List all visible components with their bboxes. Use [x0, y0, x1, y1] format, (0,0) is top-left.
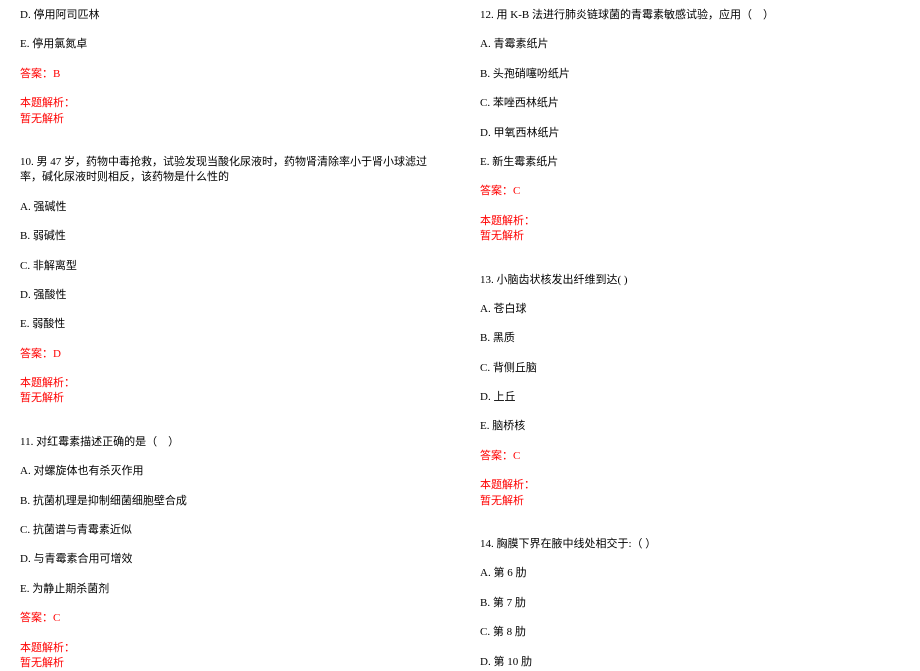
- q11-analysis: 本题解析： 暂无解析: [20, 641, 440, 671]
- q12-answer: 答案：C: [480, 184, 900, 199]
- q11-option-c: C. 抗菌谱与青霉素近似: [20, 523, 440, 538]
- spacer: [480, 259, 900, 273]
- q10-stem: 10. 男 47 岁，药物中毒抢救，试验发现当酸化尿液时，药物肾清除率小于肾小球…: [20, 155, 440, 186]
- q13-option-a: A. 苍白球: [480, 302, 900, 317]
- q11-option-e: E. 为静止期杀菌剂: [20, 582, 440, 597]
- analysis-title: 本题解析：: [20, 376, 440, 391]
- answer-value: C: [513, 450, 520, 462]
- q12-option-d: D. 甲氧西林纸片: [480, 126, 900, 141]
- q11-option-a: A. 对螺旋体也有杀灭作用: [20, 464, 440, 479]
- spacer: [20, 421, 440, 435]
- analysis-body: 暂无解析: [480, 494, 900, 509]
- q13-option-c: C. 背侧丘脑: [480, 361, 900, 376]
- q11-option-d: D. 与青霉素合用可增效: [20, 552, 440, 567]
- q14-option-b: B. 第 7 肋: [480, 596, 900, 611]
- q14-option-d: D. 第 10 肋: [480, 655, 900, 670]
- q12-option-c: C. 苯唑西林纸片: [480, 96, 900, 111]
- q10-option-a: A. 强碱性: [20, 200, 440, 215]
- analysis-body: 暂无解析: [20, 112, 440, 127]
- q14-option-c: C. 第 8 肋: [480, 625, 900, 640]
- q13-option-b: B. 黑质: [480, 331, 900, 346]
- exam-page: D. 停用阿司匹林 E. 停用氯氮卓 答案：B 本题解析： 暂无解析 10. 男…: [0, 0, 920, 651]
- q13-option-d: D. 上丘: [480, 390, 900, 405]
- q11-answer: 答案：C: [20, 611, 440, 626]
- left-column: D. 停用阿司匹林 E. 停用氯氮卓 答案：B 本题解析： 暂无解析 10. 男…: [0, 0, 460, 651]
- q9-option-d: D. 停用阿司匹林: [20, 8, 440, 23]
- q11-option-b: B. 抗菌机理是抑制细菌细胞壁合成: [20, 494, 440, 509]
- q14-option-a: A. 第 6 肋: [480, 566, 900, 581]
- q10-answer: 答案：D: [20, 347, 440, 362]
- q12-analysis: 本题解析： 暂无解析: [480, 214, 900, 245]
- answer-value: C: [513, 185, 520, 197]
- spacer: [20, 141, 440, 155]
- answer-value: C: [53, 612, 60, 624]
- spacer: [480, 523, 900, 537]
- answer-label: 答案：: [20, 612, 53, 624]
- q14-stem: 14. 胸膜下界在腋中线处相交于:（ ）: [480, 537, 900, 552]
- q11-stem: 11. 对红霉素描述正确的是（ ）: [20, 435, 440, 450]
- answer-label: 答案：: [480, 450, 513, 462]
- answer-value: B: [53, 68, 60, 80]
- analysis-body: 暂无解析: [20, 391, 440, 406]
- analysis-title: 本题解析：: [480, 478, 900, 493]
- answer-label: 答案：: [20, 348, 53, 360]
- q13-analysis: 本题解析： 暂无解析: [480, 478, 900, 509]
- analysis-title: 本题解析：: [20, 641, 440, 656]
- answer-label: 答案：: [20, 68, 53, 80]
- q10-option-b: B. 弱碱性: [20, 229, 440, 244]
- q10-option-d: D. 强酸性: [20, 288, 440, 303]
- analysis-body: 暂无解析: [480, 229, 900, 244]
- q12-option-e: E. 新生霉素纸片: [480, 155, 900, 170]
- analysis-title: 本题解析：: [480, 214, 900, 229]
- analysis-title: 本题解析：: [20, 96, 440, 111]
- q10-option-e: E. 弱酸性: [20, 317, 440, 332]
- analysis-body: 暂无解析: [20, 656, 440, 671]
- q9-option-e: E. 停用氯氮卓: [20, 37, 440, 52]
- q13-answer: 答案：C: [480, 449, 900, 464]
- q12-stem: 12. 用 K-B 法进行肺炎链球菌的青霉素敏感试验，应用（ ）: [480, 8, 900, 23]
- answer-value: D: [53, 348, 61, 360]
- q10-option-c: C. 非解离型: [20, 259, 440, 274]
- q9-answer: 答案：B: [20, 67, 440, 82]
- q10-analysis: 本题解析： 暂无解析: [20, 376, 440, 407]
- q12-option-a: A. 青霉素纸片: [480, 37, 900, 52]
- q13-stem: 13. 小脑齿状核发出纤维到达( ): [480, 273, 900, 288]
- right-column: 12. 用 K-B 法进行肺炎链球菌的青霉素敏感试验，应用（ ） A. 青霉素纸…: [460, 0, 920, 651]
- q13-option-e: E. 脑桥核: [480, 419, 900, 434]
- q9-analysis: 本题解析： 暂无解析: [20, 96, 440, 127]
- q12-option-b: B. 头孢硝噻吩纸片: [480, 67, 900, 82]
- answer-label: 答案：: [480, 185, 513, 197]
